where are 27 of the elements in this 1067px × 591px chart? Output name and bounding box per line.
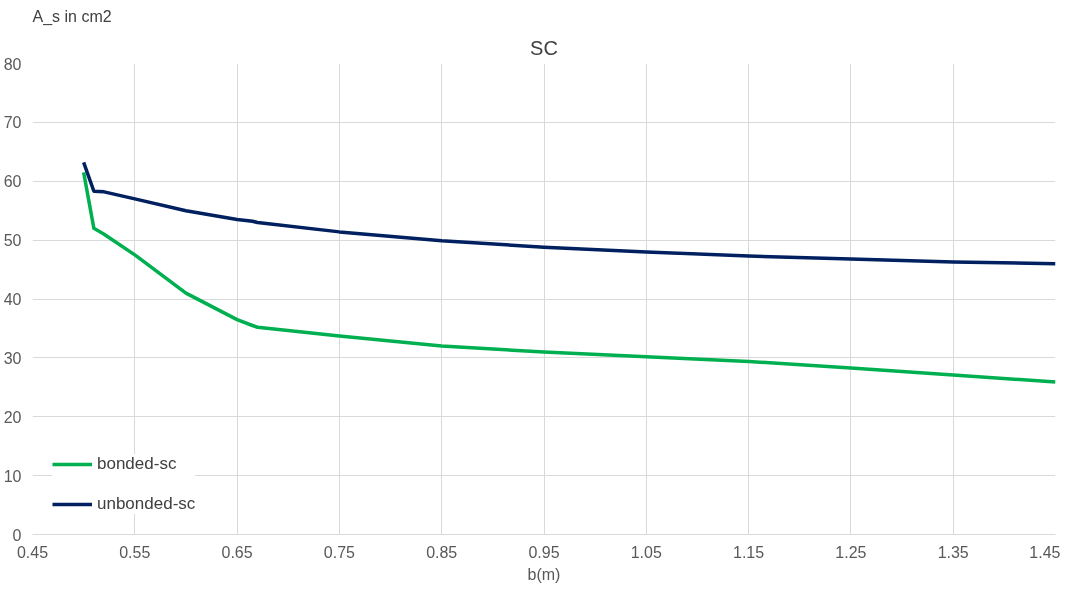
y-tick-label: 60 <box>3 173 22 191</box>
x-tick-label: 1.35 <box>937 543 969 561</box>
x-tick-label: 0.65 <box>221 543 253 561</box>
y-tick-label: 20 <box>3 408 22 426</box>
legend-label: unbonded-sc <box>97 494 196 514</box>
y-tick-label: 0 <box>12 526 22 544</box>
x-tick-label: 1.05 <box>630 543 662 561</box>
line-series <box>81 160 1056 266</box>
x-tick-label: 1.25 <box>835 543 867 561</box>
y-tick-label: 80 <box>3 55 22 73</box>
x-tick-label: 1.15 <box>733 543 765 561</box>
x-tick-label: 0.75 <box>323 543 356 561</box>
legend-label: bonded-sc <box>97 454 177 474</box>
x-tick-label: 0.45 <box>16 543 49 561</box>
y-tick-label: 10 <box>3 467 22 485</box>
y-axis-title: A_s in cm2 <box>32 7 112 26</box>
x-tick-label: 0.95 <box>528 543 560 561</box>
x-tick-label: 0.55 <box>119 543 151 561</box>
y-tick-label: 50 <box>3 232 22 250</box>
x-tick-label: 1.45 <box>1029 543 1061 561</box>
x-tick-label: 0.85 <box>426 543 458 561</box>
y-tick-label: 40 <box>3 291 22 308</box>
y-tick-label: 30 <box>3 349 22 367</box>
y-tick-label: 70 <box>3 114 22 132</box>
chart-title: SC <box>530 36 558 59</box>
line-series <box>81 170 1056 384</box>
x-axis-title: b(m) <box>527 565 561 583</box>
